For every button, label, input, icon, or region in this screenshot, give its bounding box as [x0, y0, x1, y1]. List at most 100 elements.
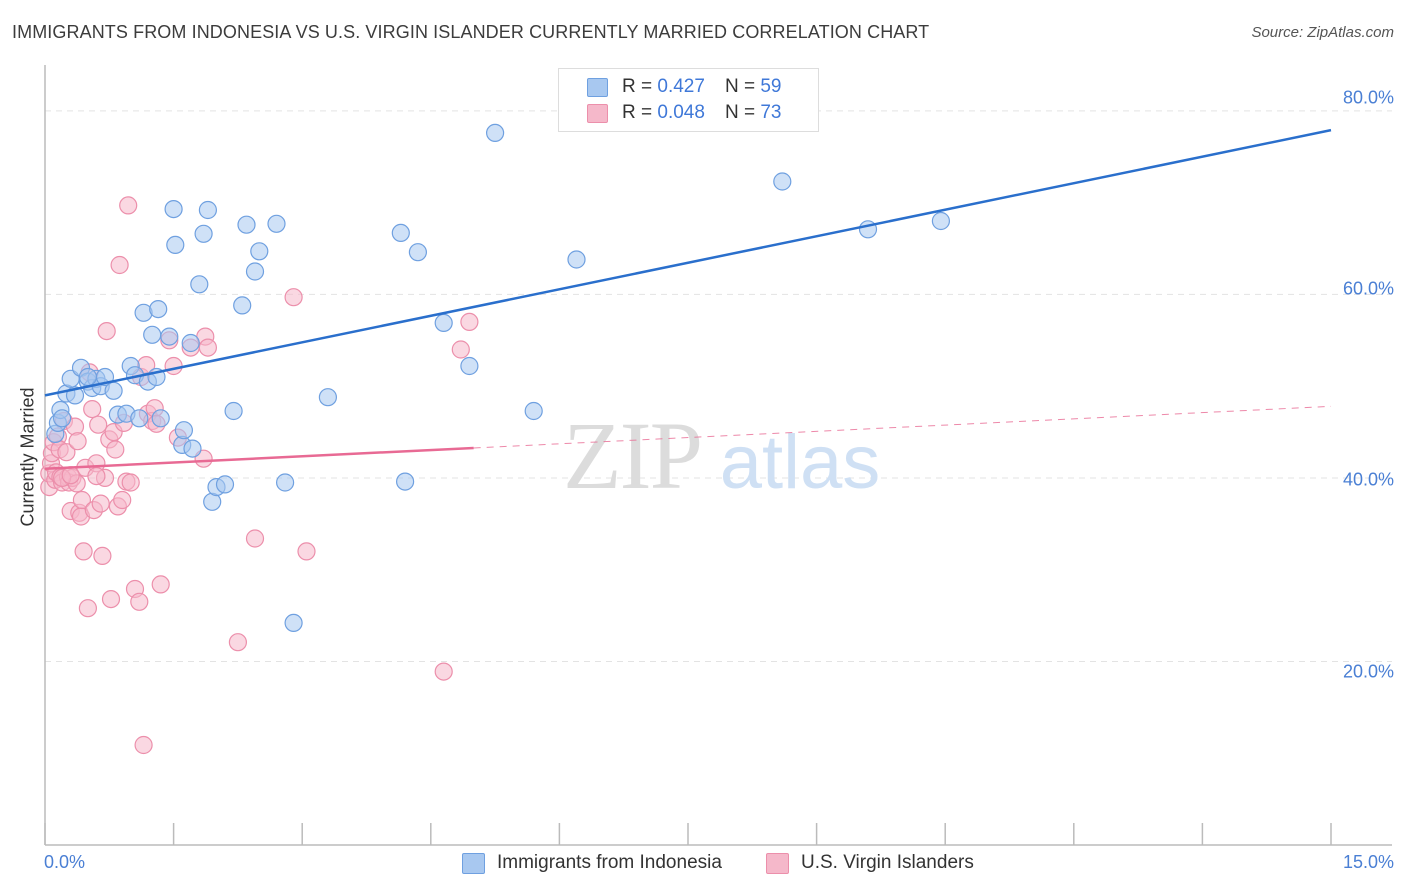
axes: [44, 65, 1392, 846]
legend-n-label: N =: [724, 76, 756, 97]
legend-n-label: N =: [724, 102, 756, 123]
chart-title: IMMIGRANTS FROM INDONESIA VS U.S. VIRGIN…: [12, 22, 930, 42]
data-point: [233, 296, 252, 315]
data-point: [57, 443, 76, 462]
trend-line: [44, 128, 1332, 397]
data-point: [245, 529, 265, 548]
data-point: [143, 325, 162, 344]
data-point: [110, 255, 129, 275]
legend-row-indonesia: R = 0.427 N = 59: [587, 76, 781, 98]
data-point: [52, 409, 72, 428]
pink-swatch: [587, 103, 608, 123]
x-tick-label-min: 0.0%: [44, 852, 86, 872]
data-point: [166, 235, 185, 254]
data-point: [83, 400, 102, 419]
bottom-legend-virgin-islanders: U.S. Virgin Islanders: [766, 852, 974, 874]
x-tick-label-max: 15.0%: [1342, 852, 1394, 872]
legend-r-value: 0.427: [657, 76, 705, 97]
y-tick-label: 80.0%: [1342, 87, 1394, 108]
data-point: [119, 196, 138, 215]
data-point: [72, 490, 92, 510]
data-point: [130, 592, 149, 611]
trend-line: [44, 446, 474, 471]
data-point: [267, 214, 286, 233]
watermark: ZIP atlas: [563, 402, 880, 509]
data-point: [931, 211, 951, 231]
legend-r-label: R =: [622, 102, 653, 123]
data-point: [434, 662, 453, 681]
data-point: [164, 200, 183, 219]
legend-n-value: 73: [760, 102, 782, 123]
data-point: [97, 322, 116, 341]
data-point: [164, 356, 183, 376]
data-point: [276, 473, 295, 492]
data-point: [434, 313, 453, 332]
data-point: [87, 467, 106, 486]
data-point: [151, 409, 170, 428]
correlation-legend: R = 0.427 N = 59 R = 0.048 N = 73: [558, 68, 819, 132]
data-point: [160, 327, 179, 346]
data-point: [89, 415, 108, 434]
data-point: [567, 250, 586, 269]
data-point: [486, 123, 505, 142]
data-point: [297, 542, 316, 561]
data-point: [250, 242, 269, 261]
watermark-atlas: atlas: [720, 420, 881, 505]
data-point: [228, 633, 247, 652]
data-point: [74, 542, 93, 561]
trend-lines: [44, 128, 1332, 471]
y-axis-label: Currently Married: [17, 387, 38, 527]
y-tick-label: 40.0%: [1342, 469, 1394, 490]
data-point: [104, 381, 123, 400]
data-point: [78, 599, 98, 618]
y-tick-label: 20.0%: [1342, 661, 1394, 682]
watermark-zip: ZIP: [563, 402, 701, 509]
data-point: [391, 223, 410, 242]
data-point: [91, 494, 110, 513]
data-point: [237, 215, 256, 234]
data-point: [460, 312, 479, 331]
data-point: [198, 338, 217, 357]
data-point: [181, 333, 200, 353]
data-point: [224, 401, 243, 421]
legend-r-label: R =: [622, 76, 653, 97]
source-label: Source: ZipAtlas.com: [1251, 24, 1394, 41]
trend-line-extension: [473, 405, 1332, 449]
data-point: [284, 613, 303, 633]
legend-r-value: 0.048: [657, 102, 705, 123]
data-point: [130, 409, 149, 428]
data-point: [61, 466, 80, 485]
blue-swatch: [587, 77, 608, 97]
data-point: [245, 262, 265, 281]
data-point: [101, 589, 121, 609]
grid-lines: [45, 110, 1392, 662]
pink-swatch: [766, 852, 789, 874]
data-point: [113, 490, 132, 510]
bottom-legend-label: U.S. Virgin Islanders: [801, 852, 974, 873]
data-point: [318, 388, 337, 407]
data-point: [460, 356, 479, 376]
series-immigrants-from-indonesia: [46, 123, 951, 633]
series-us-virgin-islanders: [40, 196, 479, 755]
data-point: [121, 473, 140, 492]
data-point: [174, 421, 193, 440]
bottom-legend-label: Immigrants from Indonesia: [497, 852, 722, 873]
data-point: [183, 439, 202, 458]
blue-swatch: [462, 852, 485, 874]
data-point: [408, 243, 427, 262]
data-point: [198, 200, 217, 220]
data-point: [68, 432, 87, 451]
data-point: [149, 300, 168, 319]
data-point: [151, 575, 170, 594]
bottom-legend-indonesia: Immigrants from Indonesia: [462, 852, 722, 874]
data-point: [190, 275, 209, 294]
data-point: [93, 546, 112, 566]
data-point: [134, 735, 153, 755]
data-point: [106, 440, 125, 459]
data-point: [396, 472, 415, 491]
data-point: [524, 401, 543, 421]
legend-row-virgin-islanders: R = 0.048 N = 73: [587, 102, 781, 124]
data-point: [194, 224, 213, 243]
data-point: [215, 475, 235, 494]
